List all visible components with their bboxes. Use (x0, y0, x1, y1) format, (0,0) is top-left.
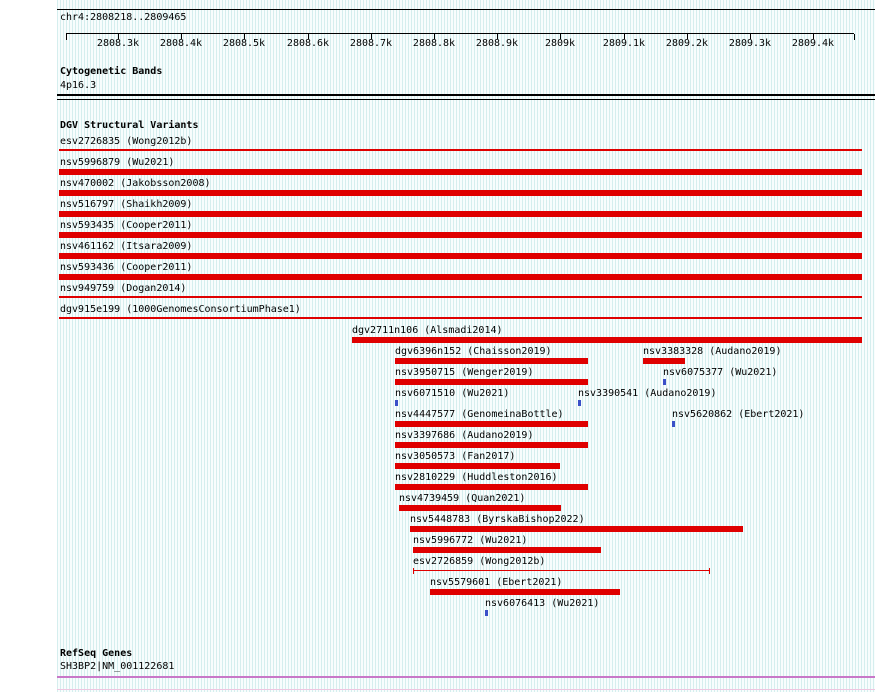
refseq-gene-graphic[interactable] (57, 676, 875, 678)
variant-label: nsv4447577 (GenomeinaBottle) (395, 409, 564, 420)
variant-label: nsv3050573 (Fan2017) (395, 451, 516, 462)
variant-bar[interactable] (59, 296, 862, 298)
ruler-tick-label: 2808.8k (412, 38, 456, 49)
ruler-tick (624, 34, 625, 39)
variant-label: nsv516797 (Shaikh2009) (60, 199, 193, 210)
ruler-tick (308, 34, 309, 39)
variant-bar[interactable] (59, 149, 862, 151)
variant-label: nsv949759 (Dogan2014) (60, 283, 187, 294)
refseq-gene-graphic-lower[interactable] (57, 689, 875, 690)
variant-label: nsv5579601 (Ebert2021) (430, 577, 563, 588)
variant-bar[interactable] (395, 400, 398, 406)
ruler-tick (434, 34, 435, 39)
region-label: chr4:2808218..2809465 (60, 12, 187, 23)
variant-label: nsv4739459 (Quan2021) (399, 493, 526, 504)
variant-bar[interactable] (578, 400, 581, 406)
variant-bar[interactable] (399, 505, 561, 511)
cytogenetic-band-graphic[interactable] (57, 94, 875, 100)
variant-bar[interactable] (410, 526, 743, 532)
ruler-tick-label: 2808.6k (286, 38, 330, 49)
variant-label: nsv5996879 (Wu2021) (60, 157, 175, 168)
variant-label: nsv3397686 (Audano2019) (395, 430, 534, 441)
ruler-tick (560, 34, 561, 39)
variant-bar[interactable] (59, 317, 862, 319)
variant-bar[interactable] (485, 610, 488, 616)
variant-label: nsv3950715 (Wenger2019) (395, 367, 534, 378)
cytogenetic-band-label: 4p16.3 (60, 80, 97, 91)
variant-label: nsv5996772 (Wu2021) (413, 535, 528, 546)
variant-label: esv2726859 (Wong2012b) (413, 556, 546, 567)
ruler-tick-label: 2808.5k (222, 38, 266, 49)
section-cytogenetic-title: Cytogenetic Bands (60, 66, 163, 77)
ruler-tick-label: 2809.2k (665, 38, 709, 49)
ruler-tick-label: 2809.4k (791, 38, 835, 49)
panel-top-border (57, 9, 875, 10)
variant-bar[interactable] (59, 169, 862, 175)
variant-bar[interactable] (430, 589, 620, 595)
variant-bar[interactable] (413, 568, 710, 574)
variant-bar[interactable] (663, 379, 666, 385)
variant-bar[interactable] (395, 421, 588, 427)
variant-label: nsv5620862 (Ebert2021) (672, 409, 805, 420)
variant-label: nsv5448783 (ByrskaBishop2022) (410, 514, 585, 525)
variant-label: nsv3390541 (Audano2019) (578, 388, 717, 399)
variant-label: dgv915e199 (1000GenomesConsortiumPhase1) (60, 304, 301, 315)
ruler-tick-label: 2808.3k (96, 38, 140, 49)
variant-bar[interactable] (59, 232, 862, 238)
ruler-line (66, 33, 854, 34)
section-dgv-title: DGV Structural Variants (60, 120, 199, 131)
ruler-tick (497, 34, 498, 39)
variant-bar[interactable] (395, 463, 560, 469)
variant-bar[interactable] (395, 484, 588, 490)
variant-bar[interactable] (643, 358, 685, 364)
ruler-tick (118, 34, 119, 39)
variant-label: nsv2810229 (Huddleston2016) (395, 472, 558, 483)
variant-label: nsv6075377 (Wu2021) (663, 367, 778, 378)
ruler-tick-label: 2808.4k (159, 38, 203, 49)
ruler-tick-label: 2809.1k (602, 38, 646, 49)
variant-label: nsv3383328 (Audano2019) (643, 346, 782, 357)
section-refseq-title: RefSeq Genes (60, 648, 133, 659)
variant-bar[interactable] (672, 421, 675, 427)
variant-label: esv2726835 (Wong2012b) (60, 136, 193, 147)
variant-label: nsv470002 (Jakobsson2008) (60, 178, 211, 189)
variant-label: nsv6071510 (Wu2021) (395, 388, 510, 399)
ruler-tick (687, 34, 688, 39)
ruler-tick-label: 2809.3k (728, 38, 772, 49)
ruler-tick (371, 34, 372, 39)
variant-bar[interactable] (395, 379, 588, 385)
ruler-tick-label: 2808.9k (475, 38, 519, 49)
variant-bar[interactable] (395, 358, 588, 364)
grid-background (57, 0, 875, 692)
variant-bar[interactable] (59, 274, 862, 280)
refseq-gene-label: SH3BP2|NM_001122681 (60, 661, 175, 672)
ruler-tick (750, 34, 751, 39)
variant-label: dgv6396n152 (Chaisson2019) (395, 346, 552, 357)
variant-label: dgv2711n106 (Alsmadi2014) (352, 325, 503, 336)
variant-label: nsv461162 (Itsara2009) (60, 241, 193, 252)
ruler-tick (813, 34, 814, 39)
ruler-tick-label: 2809k (544, 38, 576, 49)
ruler-tick-label: 2808.7k (349, 38, 393, 49)
variant-bar[interactable] (413, 547, 601, 553)
ruler-tick (244, 34, 245, 39)
variant-label: nsv593436 (Cooper2011) (60, 262, 193, 273)
variant-bar[interactable] (59, 211, 862, 217)
ruler-end-tick (66, 34, 67, 40)
ruler-end-tick (854, 34, 855, 40)
variant-label: nsv593435 (Cooper2011) (60, 220, 193, 231)
variant-bar[interactable] (352, 337, 862, 343)
variant-bar[interactable] (59, 253, 862, 259)
variant-bar[interactable] (395, 442, 588, 448)
variant-label: nsv6076413 (Wu2021) (485, 598, 600, 609)
variant-bar[interactable] (59, 190, 862, 196)
ruler-tick (181, 34, 182, 39)
